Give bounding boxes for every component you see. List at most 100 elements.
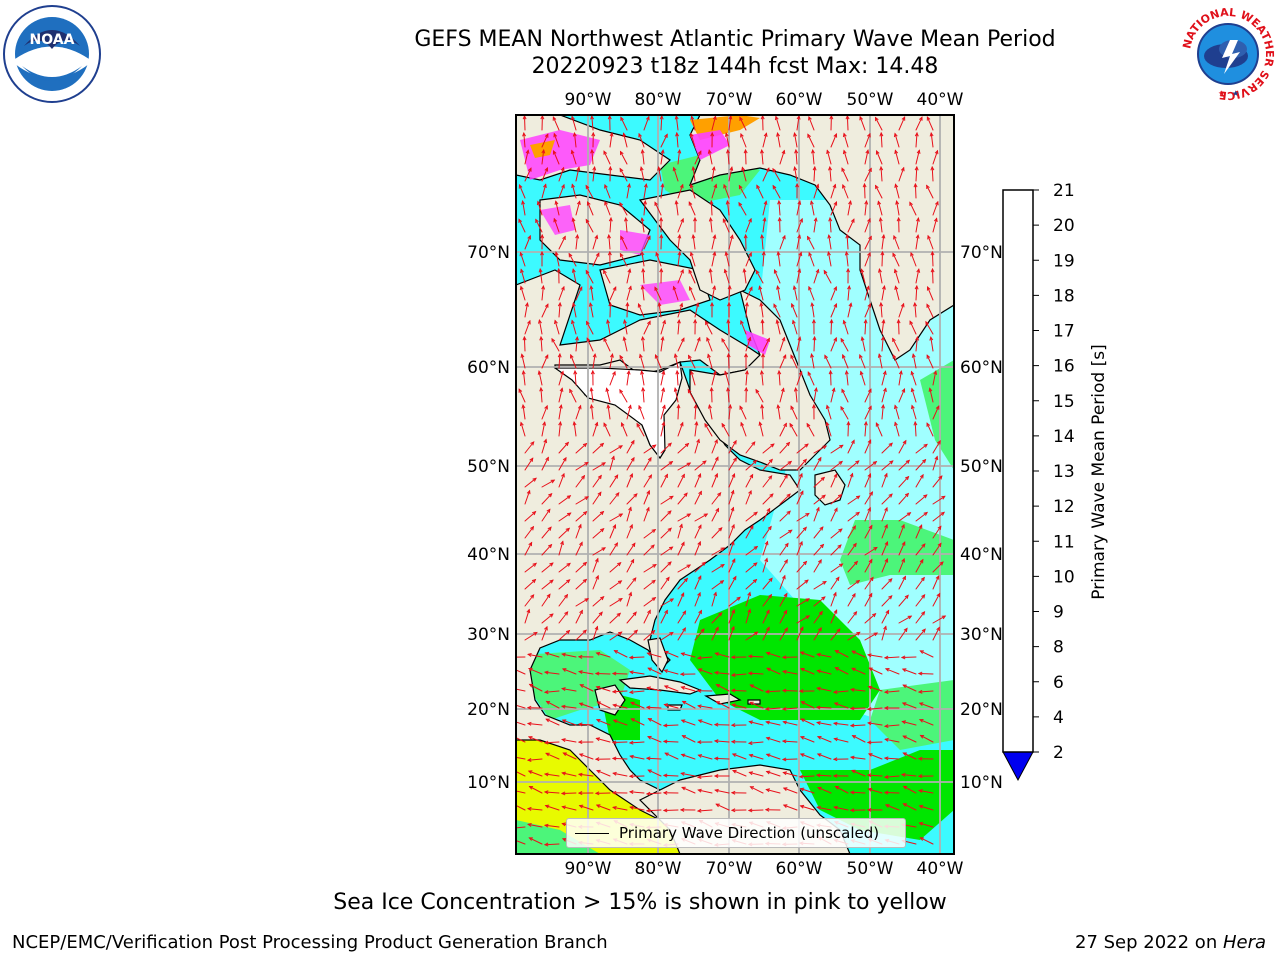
wave-arrow-head xyxy=(526,489,531,495)
wave-arrow xyxy=(626,592,632,607)
wave-arrow-head xyxy=(680,592,685,597)
wave-arrow xyxy=(741,167,747,182)
wave-arrow-head xyxy=(804,579,809,584)
wave-arrow xyxy=(575,201,581,216)
wave-arrow xyxy=(694,302,699,318)
wave-arrow xyxy=(558,457,567,471)
wave-arrow xyxy=(843,133,849,148)
wave-arrow xyxy=(524,235,531,250)
wave-arrow xyxy=(783,787,798,794)
wave-arrow xyxy=(728,596,741,607)
wave-arrow-head xyxy=(799,626,804,631)
wave-arrow-head xyxy=(914,165,919,171)
wave-arrow xyxy=(880,302,883,318)
wave-arrow xyxy=(728,166,733,182)
wave-arrow xyxy=(779,150,785,165)
period-zone-10-11 xyxy=(800,750,954,840)
wave-arrow-head xyxy=(576,166,581,171)
wave-arrow-head xyxy=(896,216,901,222)
wave-arrow-head xyxy=(603,150,608,155)
wave-arrow xyxy=(875,117,883,131)
wave-arrow-head xyxy=(715,803,720,808)
wave-arrow-head xyxy=(808,251,813,257)
wave-arrow-head xyxy=(820,476,826,481)
wave-arrow xyxy=(755,389,764,403)
wave-arrow-head xyxy=(731,523,735,529)
wave-arrow xyxy=(932,495,946,505)
wave-arrow-head xyxy=(641,267,646,273)
wave-arrow xyxy=(867,741,883,743)
wave-arrow-head xyxy=(708,404,712,409)
wave-arrow xyxy=(592,575,599,590)
wave-arrow xyxy=(852,735,866,743)
wave-arrow xyxy=(794,132,798,148)
wave-arrow xyxy=(520,422,526,437)
wave-arrow xyxy=(850,724,866,727)
wave-arrow xyxy=(828,234,832,250)
wave-arrow-head xyxy=(813,387,818,392)
wave-arrow-head xyxy=(679,807,685,812)
wave-arrow-head xyxy=(565,527,571,532)
wave-arrow xyxy=(761,319,764,335)
wave-arrow xyxy=(796,268,801,284)
wave-arrow-head xyxy=(808,285,812,291)
wave-arrow xyxy=(772,185,781,199)
wave-arrow xyxy=(723,184,730,199)
wave-arrow xyxy=(909,201,917,216)
wave-arrow xyxy=(911,405,917,420)
wave-arrow xyxy=(778,200,781,216)
wave-arrow xyxy=(843,320,849,335)
wave-arrow xyxy=(813,387,817,403)
wave-arrow-head xyxy=(918,822,924,826)
wave-arrow-head xyxy=(926,303,931,308)
wave-arrow xyxy=(813,526,824,539)
wave-arrow xyxy=(830,303,837,318)
wave-arrow-head xyxy=(709,199,714,205)
wave-arrow-head xyxy=(611,740,617,745)
wave-arrow-head xyxy=(695,302,700,307)
wave-arrow xyxy=(826,150,832,165)
wave-arrow xyxy=(732,753,747,760)
wave-arrow-head xyxy=(776,250,781,256)
wave-arrow xyxy=(677,404,680,420)
wave-arrow xyxy=(575,511,587,522)
wave-arrow xyxy=(660,421,665,437)
wave-arrow-head xyxy=(759,301,764,307)
yucatan-land xyxy=(594,684,626,716)
wave-arrow xyxy=(690,371,696,386)
wave-arrow-head xyxy=(595,652,601,656)
wave-arrow xyxy=(612,741,628,743)
wave-arrow-head xyxy=(561,838,567,842)
lon-tick-label: 50°W xyxy=(847,90,894,110)
wave-arrow-head xyxy=(681,473,685,479)
wave-arrow xyxy=(847,495,860,505)
wave-arrow xyxy=(816,706,832,709)
wave-arrow xyxy=(575,336,578,352)
wave-arrow-head xyxy=(530,594,535,599)
wave-arrow-head xyxy=(640,148,645,154)
wave-arrow xyxy=(558,562,571,573)
wave-arrow xyxy=(660,474,668,488)
wave-arrow-head xyxy=(582,578,588,583)
wave-arrow-head xyxy=(799,540,803,546)
wave-arrow-head xyxy=(805,598,810,602)
wave-arrow-head xyxy=(628,591,633,597)
wave-arrow-head xyxy=(915,335,920,341)
wave-arrow-head xyxy=(586,201,591,206)
wave-arrow-head xyxy=(629,670,634,675)
wave-arrow-head xyxy=(731,753,737,757)
wave-arrow xyxy=(609,474,619,488)
wave-arrow xyxy=(817,736,832,743)
wave-arrow-head xyxy=(749,684,754,689)
wave-arrow-head xyxy=(528,541,533,547)
wave-arrow-head xyxy=(792,285,797,290)
wave-arrow xyxy=(544,843,560,846)
wave-arrow-head xyxy=(527,770,533,774)
wave-arrow-head xyxy=(749,701,754,706)
wave-arrow-head xyxy=(917,774,923,779)
wave-arrow xyxy=(592,626,598,641)
wave-arrow-head xyxy=(740,421,745,427)
wave-arrow xyxy=(711,592,717,607)
wave-arrow-head xyxy=(595,574,599,580)
wave-arrow-head xyxy=(805,615,811,620)
